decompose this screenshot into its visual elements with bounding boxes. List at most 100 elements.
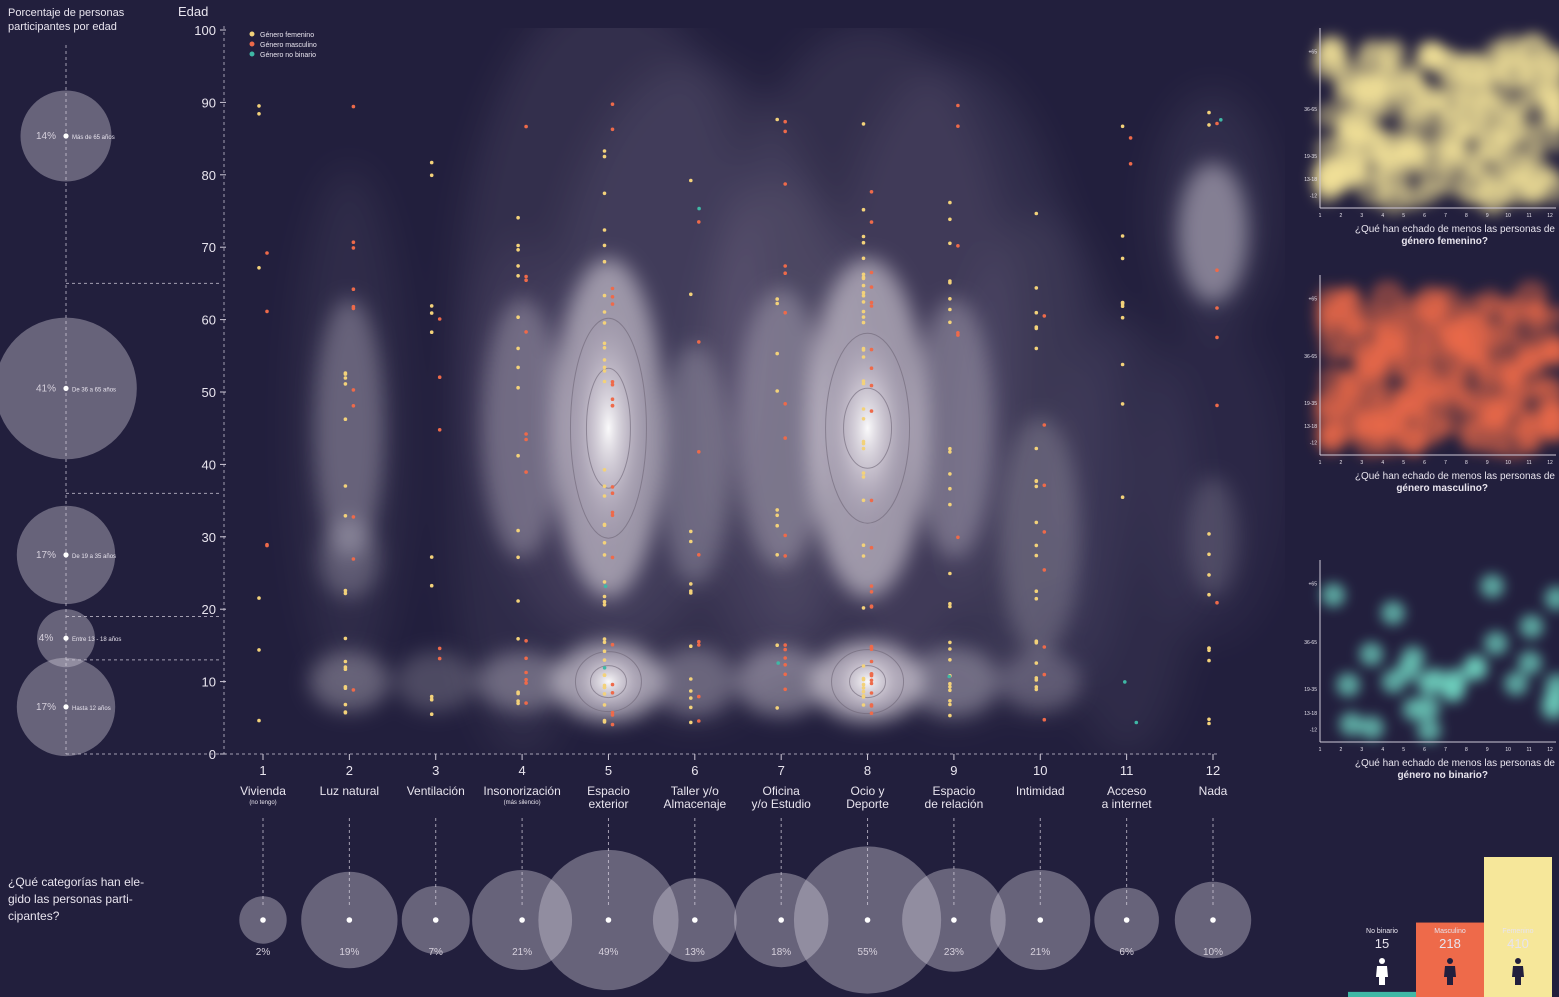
data-point <box>861 606 866 610</box>
data-point <box>783 264 787 268</box>
data-point <box>516 274 520 278</box>
heatmap-blob <box>1463 656 1488 681</box>
side-y-tick: 36-65 <box>1304 640 1317 646</box>
data-point <box>351 240 356 244</box>
side-x-tick: 9 <box>1486 213 1489 219</box>
data-point <box>1034 589 1039 593</box>
side-x-tick: 12 <box>1547 213 1553 219</box>
category-bubble-center <box>1037 917 1044 923</box>
data-point <box>861 207 866 212</box>
density-hotspot <box>563 298 654 559</box>
data-point <box>783 554 787 558</box>
data-point <box>610 513 615 518</box>
category-percentage: 21% <box>512 947 532 958</box>
density-core <box>736 646 827 717</box>
data-point <box>948 280 952 285</box>
data-point <box>602 640 607 645</box>
data-point <box>1042 672 1047 677</box>
data-point <box>602 673 607 677</box>
side-x-tick: 7 <box>1444 213 1447 219</box>
legend-entry: Género masculino <box>260 42 317 49</box>
data-point <box>861 272 866 277</box>
data-point <box>783 119 787 124</box>
data-point <box>775 301 779 306</box>
data-point <box>1034 325 1039 329</box>
data-point <box>343 636 348 641</box>
data-point <box>783 129 787 134</box>
data-point <box>948 601 952 606</box>
heatmap-blob <box>1359 642 1384 667</box>
category-number: 2 <box>346 763 353 778</box>
data-point <box>869 711 874 715</box>
legend: Género femenino Género masculino Género no… <box>249 31 317 59</box>
data-point <box>783 656 787 660</box>
data-point <box>948 702 952 707</box>
density-core <box>659 344 730 585</box>
data-point <box>343 710 348 714</box>
heatmap-blob <box>1547 132 1559 153</box>
data-point <box>689 582 693 586</box>
data-point <box>1042 314 1047 318</box>
data-point <box>948 486 952 491</box>
data-point <box>524 278 528 283</box>
data-point <box>861 417 866 421</box>
category-bubble-center <box>432 917 439 923</box>
side-y-tick: +65 <box>1309 49 1318 55</box>
age-group-center <box>63 704 69 710</box>
data-point <box>610 295 615 299</box>
category-label: Taller y/o <box>671 784 719 798</box>
data-point <box>351 557 356 561</box>
category-number: 8 <box>864 763 871 778</box>
data-point <box>602 594 607 599</box>
data-point <box>869 366 874 371</box>
data-point <box>869 703 874 707</box>
age-group-label: De 19 a 35 años <box>72 554 116 560</box>
category-label: Intimidad <box>1016 784 1065 798</box>
data-point <box>948 604 952 609</box>
data-point <box>1207 573 1211 577</box>
category-number: 12 <box>1206 763 1220 778</box>
category-number: 1 <box>259 763 266 778</box>
category-label: Insonorización <box>483 784 560 798</box>
heatmap-blob <box>1540 87 1559 112</box>
category-percentage: 7% <box>429 947 444 958</box>
density-hotspot <box>819 318 916 539</box>
data-point <box>948 658 952 662</box>
data-point <box>1128 136 1133 140</box>
data-point <box>516 215 520 220</box>
data-point <box>869 678 874 683</box>
heatmap-blob <box>1418 303 1443 328</box>
side-x-tick: 6 <box>1423 747 1426 753</box>
data-point <box>689 705 693 710</box>
data-point <box>610 382 615 387</box>
data-point <box>775 706 779 710</box>
data-point <box>257 266 261 270</box>
data-point <box>1042 568 1047 572</box>
heatmap-blob <box>1321 583 1346 608</box>
data-point <box>343 376 348 380</box>
data-point <box>257 596 261 600</box>
data-point <box>602 365 607 370</box>
data-point <box>516 699 520 703</box>
data-point <box>689 539 693 544</box>
heatmap-blob <box>1527 307 1548 329</box>
category-bubble-center <box>605 917 612 923</box>
data-point <box>1034 661 1039 665</box>
data-point <box>861 471 866 475</box>
heatmap-blob <box>1484 631 1508 656</box>
data-point <box>1042 645 1047 649</box>
data-point <box>1207 648 1211 653</box>
data-point <box>437 428 442 432</box>
side-x-tick: 2 <box>1340 213 1343 219</box>
density-core <box>1188 476 1238 597</box>
data-point <box>602 685 607 690</box>
data-point <box>516 385 520 390</box>
data-point <box>775 513 779 518</box>
category-label: Ocio y <box>851 784 885 798</box>
y-tick-label: 70 <box>202 240 216 255</box>
data-point <box>610 127 615 132</box>
data-point <box>602 720 607 724</box>
data-point <box>516 365 520 370</box>
